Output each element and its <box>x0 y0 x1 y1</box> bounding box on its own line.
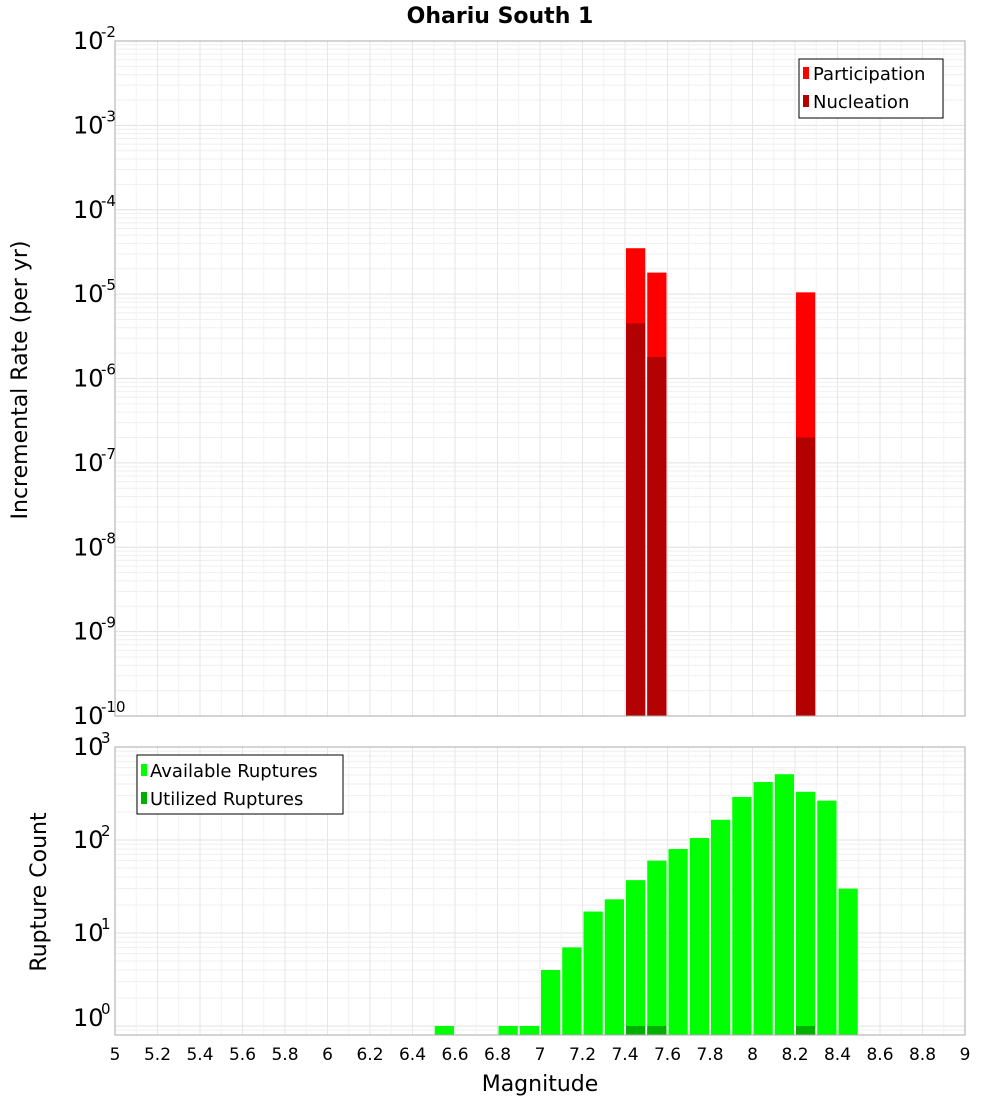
x-tick-label: 5.2 <box>144 1045 171 1065</box>
available-ruptures-bar <box>498 1025 518 1035</box>
nucleation-legend-label: Nucleation <box>813 92 909 113</box>
available-ruptures-bar <box>626 880 646 1035</box>
x-tick-label: 5.8 <box>271 1045 298 1065</box>
x-tick-label: 9 <box>960 1045 971 1065</box>
x-tick-label: 8.6 <box>866 1045 893 1065</box>
y-tick-label: 10 <box>73 27 104 55</box>
x-tick-label: 5.4 <box>186 1045 213 1065</box>
available-legend-swatch <box>141 764 147 776</box>
magnitude-x-ticks: 5 5.2 5.4 5.6 5.8 6 6.2 6.4 6.6 6.8 7 7.2 7.4 7.6 7.8 8… <box>110 1045 971 1065</box>
x-tick-label: 6 <box>322 1045 333 1065</box>
available-legend-label: Available Ruptures <box>150 761 318 782</box>
x-tick-label: 6.2 <box>356 1045 383 1065</box>
y-tick-label: 10 <box>73 365 104 393</box>
y-tick-label: 10 <box>73 1004 104 1032</box>
participation-legend-swatch <box>803 67 809 79</box>
count-legend: Available Ruptures Utilized Ruptures <box>136 754 344 815</box>
available-ruptures-bar <box>796 791 816 1035</box>
y-tick-exponent: 3 <box>101 729 111 747</box>
x-tick-label: 6.6 <box>441 1045 468 1065</box>
rate-legend-box <box>798 58 944 119</box>
y-tick-exponent: -9 <box>101 614 116 632</box>
rate-bars <box>626 248 816 717</box>
y-tick-exponent: -3 <box>101 107 116 125</box>
y-tick-exponent: -4 <box>101 192 116 210</box>
utilized-legend-swatch <box>141 792 147 804</box>
y-tick-exponent: 2 <box>101 822 111 840</box>
y-tick-label: 10 <box>73 702 104 730</box>
count-bars <box>434 774 858 1035</box>
available-ruptures-bar <box>711 819 731 1035</box>
y-tick-exponent: 0 <box>101 1000 111 1018</box>
y-tick-exponent: -6 <box>101 361 116 379</box>
y-tick-label: 10 <box>73 826 104 854</box>
available-ruptures-bar <box>689 838 709 1035</box>
available-ruptures-bar <box>583 911 603 1035</box>
x-tick-label: 7 <box>535 1045 546 1065</box>
x-tick-label: 8 <box>747 1045 758 1065</box>
available-ruptures-bar <box>668 849 688 1035</box>
rate-plot-border <box>114 40 966 717</box>
y-tick-exponent: -2 <box>101 23 116 41</box>
y-tick-label: 10 <box>73 533 104 561</box>
count-plot-border <box>114 746 966 1036</box>
available-ruptures-bar <box>817 800 837 1035</box>
y-tick-label: 10 <box>73 280 104 308</box>
participation-legend-label: Participation <box>813 64 925 85</box>
y-tick-label: 10 <box>73 111 104 139</box>
x-tick-label: 7.4 <box>611 1045 638 1065</box>
x-tick-label: 7.2 <box>569 1045 596 1065</box>
nucleation-bar <box>626 323 646 716</box>
x-tick-label: 6.4 <box>399 1045 426 1065</box>
available-ruptures-bar <box>604 899 624 1035</box>
count-legend-box <box>136 754 344 815</box>
rate-y-axis-label: Incremental Rate (per yr) <box>8 241 33 520</box>
available-ruptures-bar <box>732 796 752 1035</box>
available-ruptures-bar <box>562 947 582 1035</box>
nucleation-bar <box>796 437 816 716</box>
y-tick-label: 10 <box>73 449 104 477</box>
available-ruptures-bar <box>774 774 794 1035</box>
x-tick-label: 8.8 <box>909 1045 936 1065</box>
x-tick-label: 7.8 <box>696 1045 723 1065</box>
rate-gridlines <box>114 40 966 717</box>
utilized-ruptures-bar <box>647 1025 667 1035</box>
x-tick-label: 8.4 <box>824 1045 851 1065</box>
y-tick-exponent: -7 <box>101 445 116 463</box>
available-ruptures-bar <box>647 860 667 1035</box>
utilized-ruptures-bar <box>626 1025 646 1035</box>
x-tick-label: 5.6 <box>229 1045 256 1065</box>
count-y-axis-label: Rupture Count <box>27 812 52 972</box>
available-ruptures-bar <box>753 782 773 1035</box>
available-ruptures-bar <box>838 888 858 1035</box>
y-tick-label: 10 <box>73 733 104 761</box>
y-tick-label: 10 <box>73 919 104 947</box>
y-tick-exponent: -10 <box>101 698 126 716</box>
chart-title: Ohariu South 1 <box>407 4 594 29</box>
x-tick-label: 5 <box>110 1045 121 1065</box>
nucleation-legend-swatch <box>803 95 809 107</box>
y-tick-label: 10 <box>73 618 104 646</box>
rate-legend: Participation Nucleation <box>798 58 944 119</box>
y-tick-exponent: -8 <box>101 529 116 547</box>
x-tick-label: 7.6 <box>654 1045 681 1065</box>
available-ruptures-bar <box>519 1025 539 1035</box>
x-tick-label: 8.2 <box>781 1045 808 1065</box>
y-tick-exponent: 1 <box>101 915 111 933</box>
utilized-legend-label: Utilized Ruptures <box>150 789 303 810</box>
magnitude-x-axis-label: Magnitude <box>482 1072 599 1097</box>
y-tick-label: 10 <box>73 196 104 224</box>
y-tick-exponent: -5 <box>101 276 116 294</box>
available-ruptures-bar <box>541 969 561 1035</box>
available-ruptures-bar <box>434 1025 454 1035</box>
utilized-ruptures-bar <box>796 1025 816 1035</box>
nucleation-bar <box>647 356 667 716</box>
x-tick-label: 6.8 <box>484 1045 511 1065</box>
